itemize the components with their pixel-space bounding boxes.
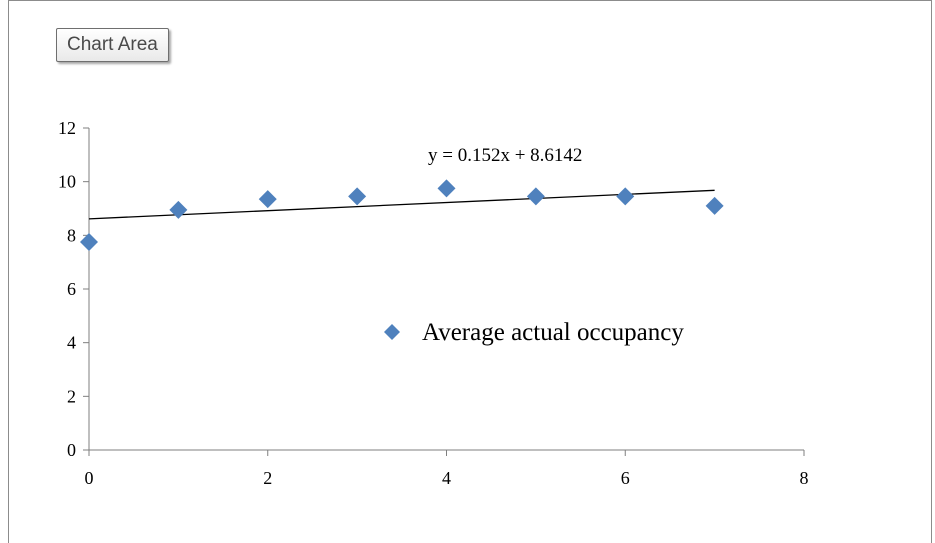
chart-area-tooltip: Chart Area [56, 28, 169, 62]
trendline[interactable] [88, 189, 715, 220]
y-tick-label: 2 [67, 386, 76, 406]
y-tick-label: 12 [58, 118, 76, 138]
x-tick-label: 0 [85, 468, 94, 488]
x-tick-label: 8 [800, 468, 809, 488]
data-point[interactable] [526, 187, 545, 206]
data-point[interactable] [348, 187, 367, 206]
y-tick-label: 10 [58, 172, 76, 192]
trendline-equation-label[interactable]: y = 0.152x + 8.6142 [428, 145, 582, 166]
x-tick-label: 4 [442, 468, 451, 488]
chart-area[interactable] [8, 0, 932, 543]
data-point[interactable] [705, 196, 724, 215]
data-point[interactable] [80, 233, 98, 252]
y-tick-label: 6 [67, 279, 76, 299]
trendline-group[interactable] [88, 189, 715, 220]
data-point[interactable] [616, 187, 635, 206]
y-tick-label: 0 [67, 440, 76, 460]
y-tick-label: 8 [67, 225, 76, 245]
legend-label: Average actual occupancy [422, 319, 684, 346]
x-tick-label: 2 [263, 468, 272, 488]
data-point[interactable] [258, 190, 277, 209]
axes: 0 2 4 6 8 10 12 0 2 4 6 8 [58, 118, 809, 488]
data-point[interactable] [169, 200, 188, 219]
y-tick-label: 4 [67, 333, 76, 353]
data-point[interactable] [437, 179, 456, 198]
data-points[interactable] [80, 179, 724, 252]
legend[interactable]: Average actual occupancy [384, 319, 684, 346]
x-tick-label: 6 [621, 468, 630, 488]
legend-marker [384, 324, 400, 340]
